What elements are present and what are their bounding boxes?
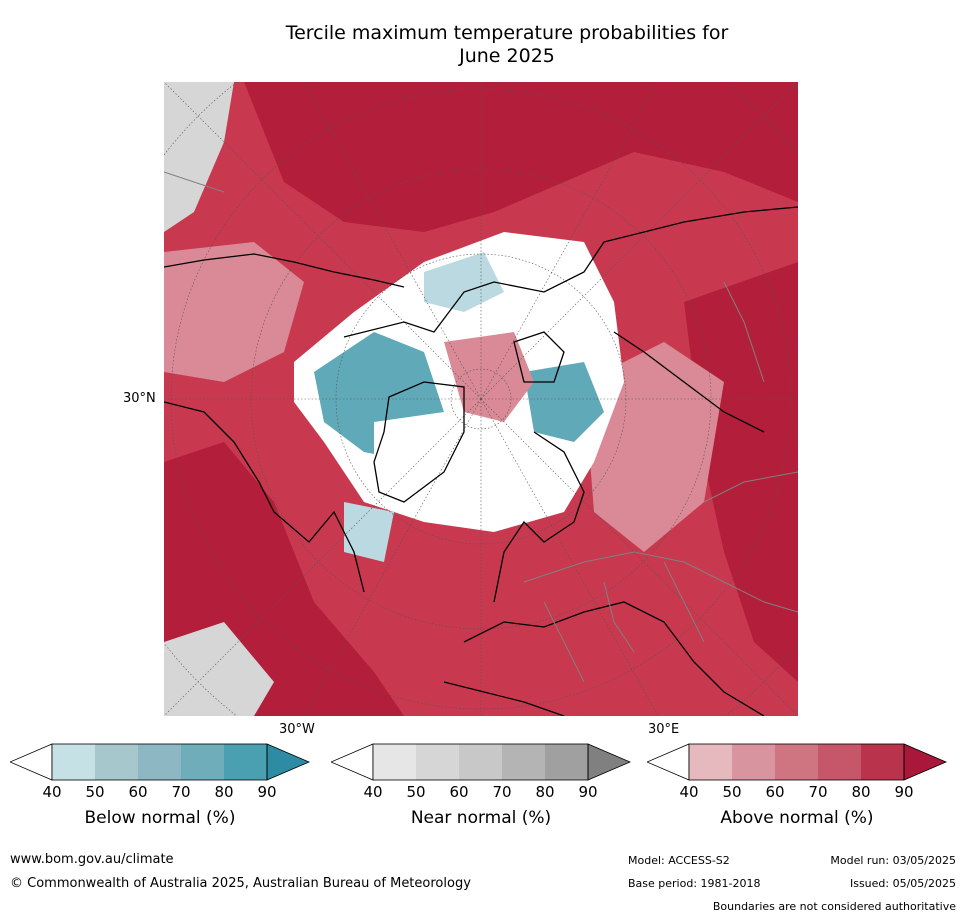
below-normal-region-alaska [424,252,504,312]
longitude-label-30w: 30°W [279,722,315,737]
colorbar-tick-label: 60 [765,783,785,801]
forecast-map [164,82,798,716]
colorbar-svg [647,743,947,781]
colorbar-tick-label: 60 [128,783,148,801]
colorbar-extension-high [266,743,310,781]
colorbar-tick-label: 40 [42,783,62,801]
colorbar-tick-label: 40 [679,783,699,801]
near-normal-region-nw [164,82,234,232]
map-canvas [164,82,798,716]
chart-title: Tercile maximum temperature probabilitie… [160,22,854,68]
light-red-region-west [164,242,304,382]
near-normal-region-pacific [164,622,274,716]
colorbar-outline [688,743,905,781]
colorbar-extension-low [647,743,690,781]
colorbar-tick-label: 40 [363,783,383,801]
colorbar-tick-label: 50 [722,783,742,801]
colorbar-extension-low [331,743,374,781]
colorbar-segment [373,744,416,780]
colorbar-segment [818,744,861,780]
colorbar-segment [502,744,545,780]
colorbar-segment [416,744,459,780]
colorbar-segment [181,744,224,780]
model-text: Model: ACCESS-S2 [628,854,730,867]
colorbar-tick-label: 80 [214,783,234,801]
colorbar-tick-label: 70 [171,783,191,801]
colorbar-segment [224,744,267,780]
light-red-region-pole [444,332,534,422]
model-run-text: Model run: 03/05/2025 [830,854,956,867]
colorbar-tick-label: 70 [808,783,828,801]
colorbar-above-normal [647,743,947,781]
colorbar-tick-label: 70 [492,783,512,801]
colorbar-tick-label: 90 [894,783,914,801]
colorbar-segment [52,744,95,780]
colorbar-extension-high [587,743,631,781]
colorbar-extension-low [10,743,53,781]
colorbar-below-normal [10,743,310,781]
copyright-text: © Commonwealth of Australia 2025, Austra… [10,876,471,891]
colorbar-extension-high [903,743,947,781]
colorbar-tick-label: 80 [535,783,555,801]
colorbar-title-near: Near normal (%) [410,808,552,828]
country-borders [164,171,798,683]
colorbar-near-normal [331,743,631,781]
graticule [164,82,798,716]
disclaimer-text: Boundaries are not considered authoritat… [712,900,956,913]
colorbar-segment [545,744,588,780]
colorbar-segment [138,744,181,780]
colorbar-svg [10,743,310,781]
colorbar-svg [331,743,631,781]
latitude-label-30n: 30°N [123,391,156,406]
colorbar-segment [732,744,775,780]
dark-red-region-north [244,82,798,232]
colorbar-tick-label: 50 [85,783,105,801]
colorbar-tick-label: 80 [851,783,871,801]
colorbar-outline [372,743,589,781]
colorbar-segment [775,744,818,780]
colorbar-segment [861,744,904,780]
colorbar-tick-label: 90 [257,783,277,801]
greenland-white [374,412,464,502]
longitude-label-30e: 30°E [648,722,680,737]
below-normal-region-us [344,502,394,562]
colorbar-segment [95,744,138,780]
colorbar-tick-label: 60 [449,783,469,801]
website-link[interactable]: www.bom.gov.au/climate [10,852,174,867]
coastlines [164,206,798,716]
issued-text: Issued: 05/05/2025 [849,877,956,890]
colorbar-tick-label: 50 [406,783,426,801]
colorbar-tick-label: 90 [578,783,598,801]
colorbar-segment [689,744,732,780]
colorbar-outline [51,743,268,781]
colorbar-title-below: Below normal (%) [84,808,236,828]
colorbar-title-above: Above normal (%) [720,808,874,828]
title-line-2: June 2025 [459,45,555,67]
title-line-1: Tercile maximum temperature probabilitie… [285,22,729,44]
dark-red-region-east [684,262,798,682]
base-period-text: Base period: 1981-2018 [628,877,761,890]
colorbar-segment [459,744,502,780]
